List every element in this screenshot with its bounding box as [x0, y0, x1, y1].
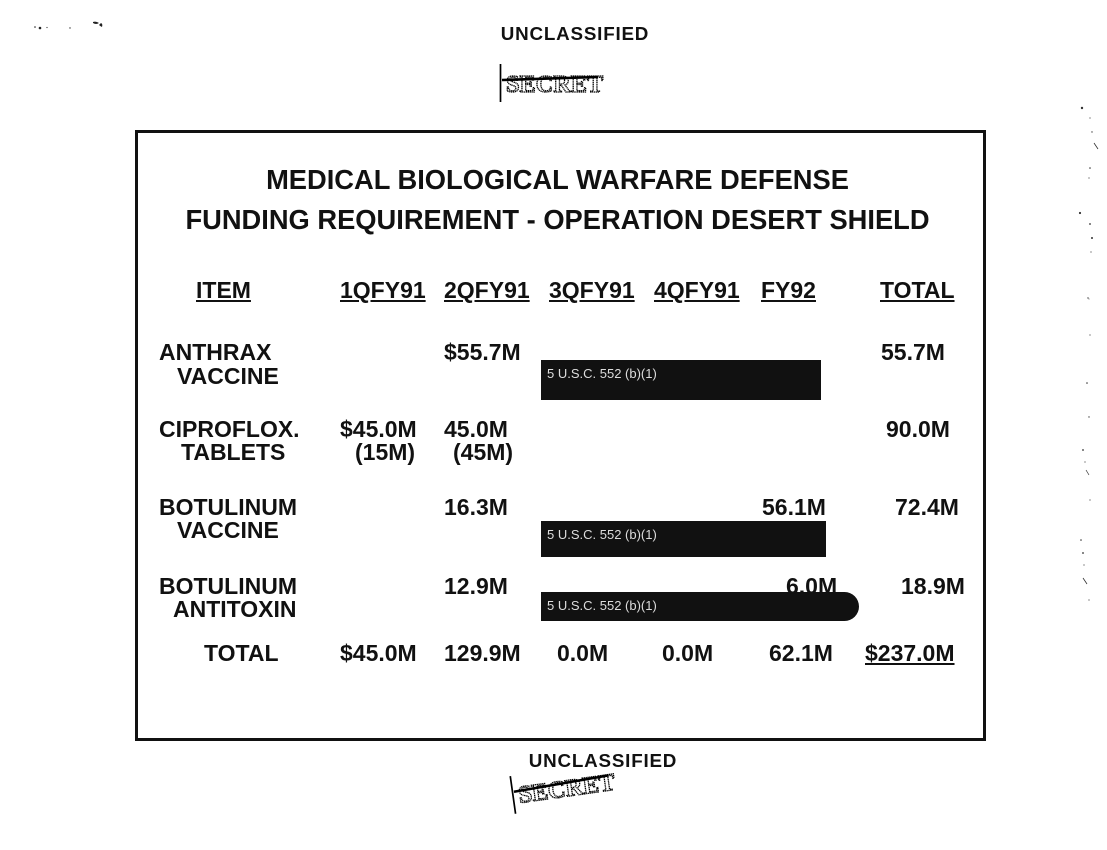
svg-text:SECRET: SECRET — [506, 71, 603, 98]
